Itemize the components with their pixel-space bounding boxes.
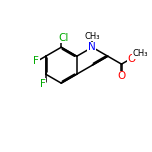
Text: F: F <box>33 56 39 66</box>
Text: CH₃: CH₃ <box>133 49 148 58</box>
Text: N: N <box>88 42 95 52</box>
Text: O: O <box>128 54 136 64</box>
Text: Cl: Cl <box>58 33 68 43</box>
Text: CH₃: CH₃ <box>85 32 100 41</box>
Text: O: O <box>117 71 126 81</box>
Text: F: F <box>40 79 46 89</box>
